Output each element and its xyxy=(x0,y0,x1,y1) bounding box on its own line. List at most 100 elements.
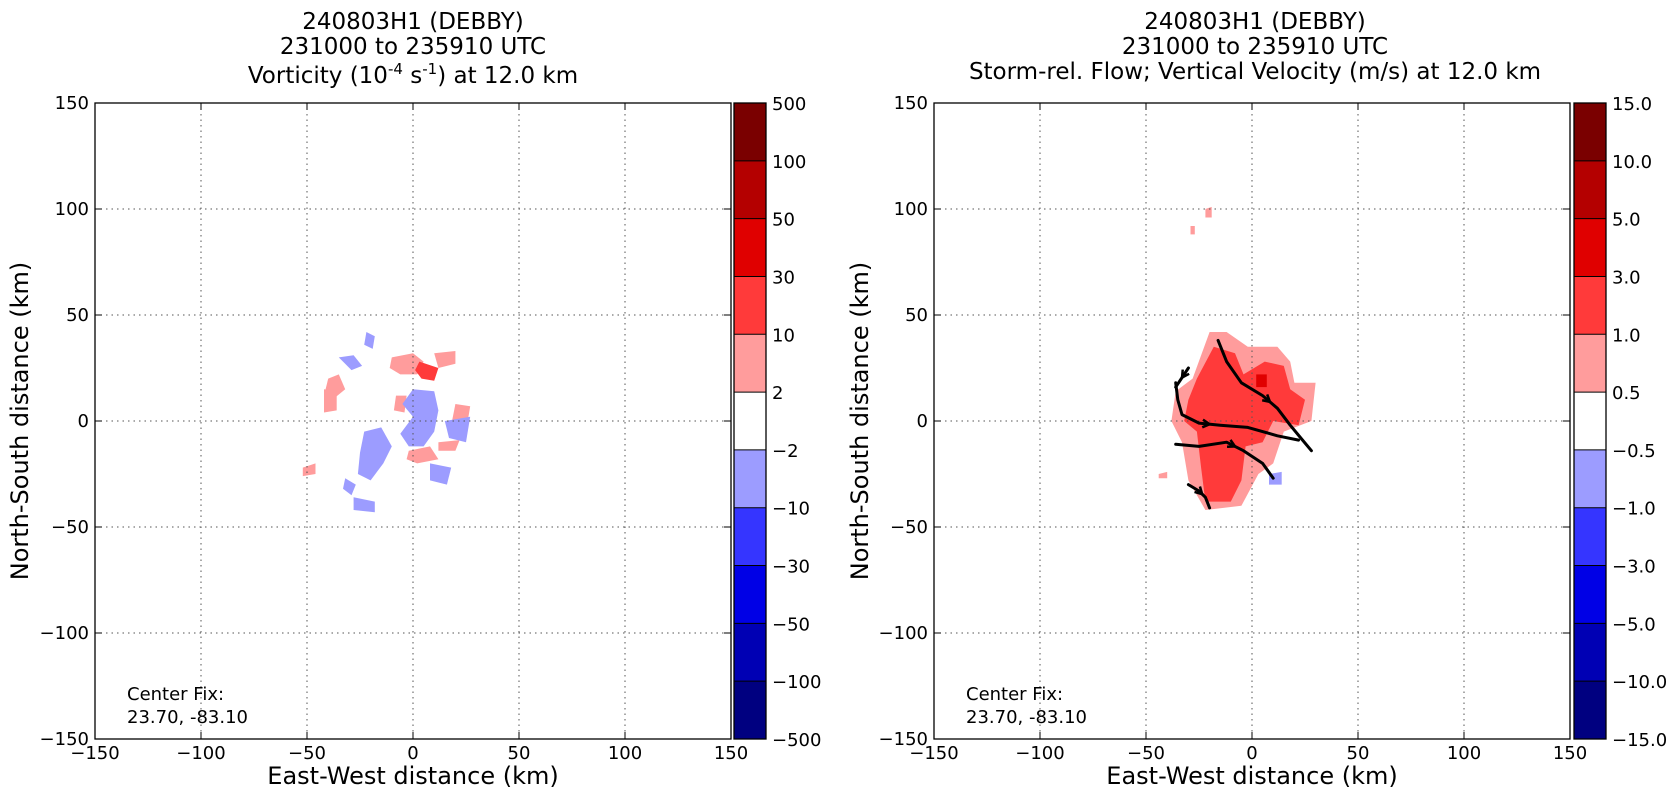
colorbar-segment xyxy=(1574,507,1606,567)
x-ticks: −150 −100 −50 0 50 100 150 xyxy=(909,103,1587,764)
streamline-arrow xyxy=(1261,393,1272,404)
colorbar-label: 2 xyxy=(772,383,783,404)
contour-region xyxy=(353,497,375,513)
colorbar-segment xyxy=(734,103,766,162)
x-ticks: −150 −100 −50 0 50 100 150 xyxy=(70,103,748,764)
colorbar-segment xyxy=(734,392,766,451)
contour-region xyxy=(400,389,439,447)
colorbar-segment xyxy=(734,507,766,567)
colorbar-segment xyxy=(1574,449,1606,509)
x-tick-label: 50 xyxy=(508,743,531,764)
contour-region xyxy=(343,478,356,496)
colorbar-label: 30 xyxy=(772,267,795,288)
y-ticks: −150 −100 −50 0 50 100 150 xyxy=(40,93,731,750)
contour-region xyxy=(434,351,456,368)
contour-region xyxy=(1184,346,1305,502)
y-tick-label: −50 xyxy=(51,517,89,538)
title-text: Vorticity (10 xyxy=(248,63,388,89)
streamline-arrow xyxy=(1194,486,1205,496)
colorbar-label: 10.0 xyxy=(1612,152,1652,173)
colorbar-segment xyxy=(734,276,766,335)
x-tick-label: 0 xyxy=(407,743,418,764)
colorbar-segment xyxy=(1574,681,1606,740)
colorbar-segment xyxy=(734,623,766,682)
x-tick-label: −150 xyxy=(70,743,119,764)
title-text: s xyxy=(403,63,422,89)
center-fix-label: Center Fix: xyxy=(127,684,224,705)
colorbar-segment xyxy=(1574,160,1606,220)
title-text: ) at 12.0 km xyxy=(437,63,578,89)
chart-title-line: 240803H1 (DEBBY) xyxy=(1144,9,1366,35)
chart-title-line: 231000 to 235910 UTC xyxy=(280,34,546,60)
chart-title-line: 240803H1 (DEBBY) xyxy=(302,9,524,35)
y-tick-label: 0 xyxy=(917,411,928,432)
contour-region xyxy=(415,361,439,381)
colorbar: 500 100 50 30 10 2 −2 −10 −30 −50 −100 −500 xyxy=(733,94,821,751)
colorbar-label: −30 xyxy=(772,557,810,578)
x-tick-label: 150 xyxy=(1553,743,1587,764)
contour-region xyxy=(357,427,392,481)
colorbar-segment xyxy=(734,334,766,393)
y-tick-label: 150 xyxy=(894,93,928,114)
contour-region xyxy=(430,463,452,485)
colorbar-label: 5.0 xyxy=(1612,210,1641,231)
colorbar-segment xyxy=(734,565,766,624)
y-ticks: −150 −100 −50 0 50 100 150 xyxy=(879,93,1570,750)
colorbar-segment xyxy=(734,449,766,509)
x-tick-label: 50 xyxy=(1347,743,1370,764)
x-tick-label: 100 xyxy=(608,743,642,764)
x-tick-label: −50 xyxy=(288,743,326,764)
contour-region xyxy=(1190,226,1195,235)
colorbar-segment xyxy=(1574,103,1606,162)
contour-region xyxy=(324,389,337,413)
colorbar-label: 500 xyxy=(772,94,806,115)
contour-regions xyxy=(302,332,471,513)
x-axis-label: East-West distance (km) xyxy=(1106,762,1397,790)
title-superscript: -4 xyxy=(388,60,403,78)
y-axis-label: North-South distance (km) xyxy=(846,262,874,581)
colorbar-label: −100 xyxy=(772,672,821,693)
colorbar-label: −500 xyxy=(772,730,821,751)
colorbar-label: −10 xyxy=(772,499,810,520)
y-tick-label: 150 xyxy=(55,93,89,114)
y-tick-label: 0 xyxy=(78,411,89,432)
colorbar-segment xyxy=(734,218,766,277)
y-tick-label: −150 xyxy=(40,729,89,750)
colorbar-label: −0.5 xyxy=(1612,441,1656,462)
colorbar-label: −3.0 xyxy=(1612,557,1656,578)
grid xyxy=(934,103,1570,739)
x-tick-label: 100 xyxy=(1447,743,1481,764)
colorbar-label: 100 xyxy=(772,152,806,173)
colorbar-label: −2 xyxy=(772,441,799,462)
streamline-arrow xyxy=(1201,418,1213,429)
colorbar-segment xyxy=(734,681,766,740)
y-axis-label: North-South distance (km) xyxy=(6,262,34,581)
chart-title-line: 231000 to 235910 UTC xyxy=(1122,34,1388,60)
y-tick-label: 100 xyxy=(894,199,928,220)
x-tick-label: −150 xyxy=(909,743,958,764)
contour-region xyxy=(1256,374,1267,388)
streamline-arrow xyxy=(1180,369,1190,380)
colorbar-label: 3.0 xyxy=(1612,267,1641,288)
center-fix-value: 23.70, -83.10 xyxy=(127,707,248,728)
y-tick-label: 50 xyxy=(66,305,89,326)
contour-region xyxy=(406,446,439,464)
colorbar-segment xyxy=(1574,565,1606,624)
contour-region xyxy=(302,463,316,477)
x-tick-label: −50 xyxy=(1127,743,1165,764)
y-tick-label: −50 xyxy=(890,517,928,538)
chart-title-line: Storm-rel. Flow; Vertical Velocity (m/s)… xyxy=(969,59,1541,85)
colorbar-label: 10 xyxy=(772,325,795,346)
contour-region xyxy=(1205,206,1212,218)
colorbar-segment xyxy=(1574,334,1606,393)
colorbar-segment xyxy=(1574,392,1606,451)
colorbar-label: −1.0 xyxy=(1612,499,1656,520)
colorbar-label: 0.5 xyxy=(1612,383,1641,404)
x-tick-label: 150 xyxy=(714,743,748,764)
colorbar-label: −50 xyxy=(772,614,810,635)
x-tick-label: −100 xyxy=(176,743,225,764)
y-tick-label: −150 xyxy=(879,729,928,750)
streamline-arrow xyxy=(1227,439,1238,448)
colorbar-label: 15.0 xyxy=(1612,94,1652,115)
